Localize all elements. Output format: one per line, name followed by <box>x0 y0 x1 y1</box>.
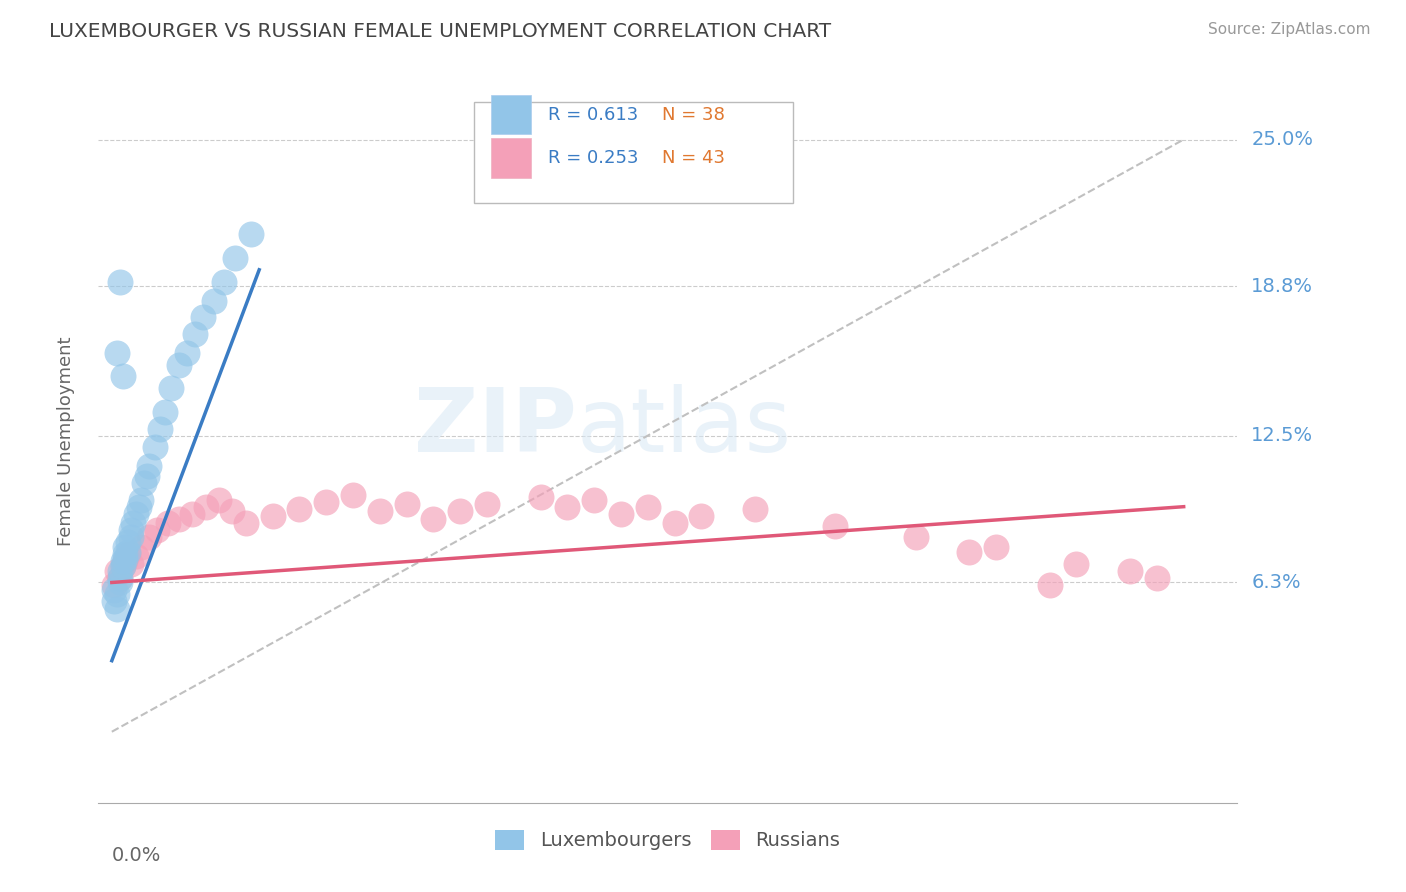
Point <box>149 421 172 435</box>
Point <box>191 310 214 325</box>
Point <box>1039 578 1062 592</box>
Point <box>122 516 145 531</box>
Point <box>138 531 160 545</box>
Text: 25.0%: 25.0% <box>1251 130 1313 149</box>
Point <box>214 275 236 289</box>
Point <box>132 475 155 490</box>
Point <box>984 540 1007 554</box>
Point <box>159 381 181 395</box>
Point <box>184 326 207 341</box>
Text: N = 38: N = 38 <box>662 105 725 124</box>
Point <box>583 492 606 507</box>
Point <box>194 500 217 514</box>
Point <box>120 531 142 545</box>
Point <box>117 535 139 549</box>
Point <box>128 500 150 514</box>
Point <box>449 504 471 518</box>
Bar <box>491 95 531 135</box>
Point <box>129 492 152 507</box>
Point <box>157 516 180 531</box>
Point <box>904 531 927 545</box>
Point <box>181 507 204 521</box>
Point <box>1066 557 1088 571</box>
Point <box>557 500 579 514</box>
Point <box>125 549 148 564</box>
Point <box>824 518 846 533</box>
Point <box>138 459 160 474</box>
Point <box>529 490 551 504</box>
Point <box>315 495 337 509</box>
Point <box>288 502 311 516</box>
Point <box>1146 571 1168 585</box>
Point <box>114 551 136 566</box>
Bar <box>491 138 531 178</box>
Point <box>224 251 246 265</box>
Point <box>202 293 225 308</box>
Point <box>135 469 157 483</box>
Text: 0.0%: 0.0% <box>112 847 162 865</box>
Point <box>475 497 498 511</box>
Point <box>143 441 166 455</box>
Point <box>744 502 766 516</box>
Point <box>240 227 263 242</box>
Point <box>146 524 169 538</box>
Point <box>664 516 686 531</box>
Point <box>108 564 131 578</box>
Point <box>1119 564 1142 578</box>
FancyBboxPatch shape <box>474 102 793 203</box>
Point <box>117 544 139 558</box>
Point <box>637 500 659 514</box>
Point <box>235 516 257 531</box>
Point <box>395 497 418 511</box>
Text: 12.5%: 12.5% <box>1251 426 1313 445</box>
Point <box>167 358 190 372</box>
Text: 6.3%: 6.3% <box>1251 573 1301 592</box>
Point <box>111 369 134 384</box>
Point <box>368 504 391 518</box>
Text: LUXEMBOURGER VS RUSSIAN FEMALE UNEMPLOYMENT CORRELATION CHART: LUXEMBOURGER VS RUSSIAN FEMALE UNEMPLOYM… <box>49 22 831 41</box>
Text: N = 43: N = 43 <box>662 149 725 167</box>
Point <box>176 345 198 359</box>
Point <box>690 509 713 524</box>
Point <box>422 511 444 525</box>
Point <box>129 540 152 554</box>
Legend: Luxembourgers, Russians: Luxembourgers, Russians <box>488 822 848 858</box>
Point <box>103 578 125 592</box>
Text: ZIP: ZIP <box>413 384 576 471</box>
Text: 18.8%: 18.8% <box>1251 277 1313 296</box>
Point <box>155 405 177 419</box>
Point <box>117 547 139 561</box>
Point <box>111 558 134 573</box>
Point <box>114 547 136 561</box>
Y-axis label: Female Unemployment: Female Unemployment <box>56 337 75 546</box>
Point <box>105 601 128 615</box>
Point <box>120 557 142 571</box>
Point <box>957 544 980 558</box>
Point <box>111 558 134 573</box>
Text: Source: ZipAtlas.com: Source: ZipAtlas.com <box>1208 22 1371 37</box>
Point <box>105 345 128 359</box>
Point <box>120 524 142 538</box>
Point <box>221 504 243 518</box>
Point <box>108 571 131 585</box>
Point <box>108 575 131 590</box>
Point <box>262 509 284 524</box>
Point <box>105 587 128 601</box>
Point <box>208 492 231 507</box>
Point <box>610 507 633 521</box>
Point <box>111 554 134 568</box>
Text: R = 0.613: R = 0.613 <box>548 105 638 124</box>
Point <box>108 571 131 585</box>
Point <box>342 488 364 502</box>
Point <box>103 594 125 608</box>
Point <box>167 511 190 525</box>
Point <box>114 540 136 554</box>
Text: atlas: atlas <box>576 384 792 471</box>
Point <box>108 275 131 289</box>
Point <box>114 554 136 568</box>
Point <box>103 582 125 597</box>
Point <box>125 507 148 521</box>
Point <box>105 564 128 578</box>
Text: R = 0.253: R = 0.253 <box>548 149 638 167</box>
